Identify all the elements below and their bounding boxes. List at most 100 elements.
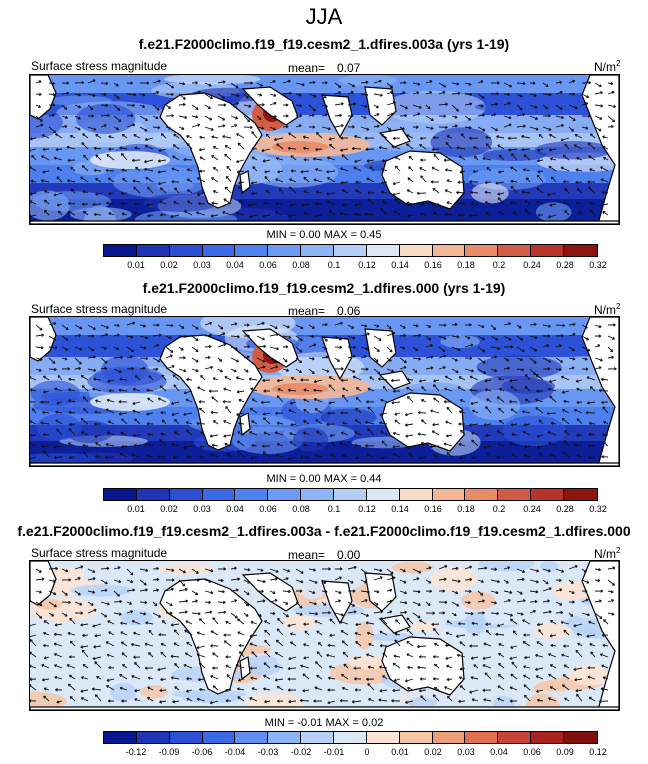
panel-3-map-graphic [30, 561, 619, 710]
colorbar-tick-label: -0.04 [224, 747, 246, 757]
colorbar-swatch [465, 732, 499, 743]
panel-3-mean-label: mean= [288, 548, 326, 562]
panel-1-mean-value: 0.07 [337, 61, 361, 75]
panel-3-units: N/m2 [594, 546, 621, 561]
colorbar-tick-label: 0.16 [424, 260, 442, 270]
colorbar-swatch [235, 489, 269, 500]
colorbar-tick-label: 0.06 [259, 504, 277, 514]
panel-1-colorbar [103, 244, 598, 257]
colorbar-tick-label: 0.03 [193, 260, 211, 270]
panel-3-colorbar [103, 731, 598, 744]
panel-2-map [29, 316, 620, 467]
colorbar-tick-label: 0.01 [127, 504, 145, 514]
panel-1-map-graphic [30, 75, 619, 224]
panel-3-colorbar-ticks: -0.12 -0.09 -0.06 -0.04 -0.03 -0.02 -0.01 0 0.01… [103, 747, 607, 759]
colorbar-tick-label: 0.02 [160, 504, 178, 514]
panel-2-mean-label: mean= [288, 304, 326, 318]
colorbar-swatch [136, 245, 170, 256]
colorbar-tick-label: 0.18 [457, 504, 475, 514]
panel-2-variable-label: Surface stress magnitude [31, 302, 168, 316]
colorbar-swatch [366, 245, 400, 256]
colorbar-swatch [334, 245, 367, 256]
panel-2-map-graphic [30, 317, 619, 466]
colorbar-swatch [235, 245, 269, 256]
panel-2-units: N/m2 [594, 302, 621, 317]
colorbar-swatch [169, 732, 203, 743]
colorbar-swatch [432, 489, 466, 500]
colorbar-swatch [268, 732, 302, 743]
colorbar-swatch [169, 245, 203, 256]
colorbar-tick-label: -0.01 [323, 747, 345, 757]
colorbar-tick-label: -0.12 [125, 747, 147, 757]
colorbar-tick-label: 0 [364, 747, 370, 757]
colorbar-tick-label: 0.28 [556, 260, 574, 270]
colorbar-swatch [564, 245, 597, 256]
panel-1-units: N/m2 [594, 59, 621, 74]
colorbar-tick-label: 0.12 [358, 504, 376, 514]
colorbar-swatch [202, 245, 236, 256]
figure-title: JJA [305, 4, 343, 29]
colorbar-tick-label: 0.08 [292, 504, 310, 514]
colorbar-tick-label: 0.09 [556, 747, 574, 757]
colorbar-swatch [531, 489, 565, 500]
colorbar-swatch [465, 245, 499, 256]
colorbar-tick-label: 0.14 [391, 504, 409, 514]
colorbar-tick-label: 0.2 [492, 504, 506, 514]
colorbar-swatch [334, 489, 367, 500]
colorbar-tick-label: 0.32 [589, 260, 607, 270]
colorbar-swatch [498, 732, 532, 743]
colorbar-swatch [202, 732, 236, 743]
colorbar-tick-label: 0.03 [457, 747, 475, 757]
panel-2-colorbar [103, 488, 598, 501]
colorbar-swatch [334, 732, 367, 743]
colorbar-tick-label: -0.06 [191, 747, 213, 757]
colorbar-swatch [399, 245, 433, 256]
colorbar-swatch [301, 732, 335, 743]
colorbar-swatch [136, 732, 170, 743]
panel-2-minmax: MIN = 0.00 MAX = 0.44 [266, 473, 382, 485]
colorbar-tick-label: 0.12 [358, 260, 376, 270]
colorbar-tick-label: 0.32 [589, 504, 607, 514]
panel-1-colorbar-ticks: 0.01 0.02 0.03 0.04 0.06 0.08 0.1 0.12 0.14 0.16 0… [103, 260, 607, 272]
colorbar-tick-label: 0.12 [589, 747, 607, 757]
colorbar-tick-label: 0.04 [226, 260, 244, 270]
colorbar-swatch [498, 245, 532, 256]
panel-2-colorbar-ticks: 0.01 0.02 0.03 0.04 0.06 0.08 0.1 0.12 0.14 0.16 0… [103, 504, 607, 516]
colorbar-swatch [498, 489, 532, 500]
panel-1-variable-label: Surface stress magnitude [31, 59, 168, 73]
panel-1-map [29, 74, 620, 225]
colorbar-swatch [235, 732, 269, 743]
colorbar-swatch [564, 732, 597, 743]
colorbar-tick-label: 0.02 [160, 260, 178, 270]
colorbar-swatch [104, 245, 137, 256]
colorbar-swatch [564, 489, 597, 500]
colorbar-swatch [169, 489, 203, 500]
colorbar-tick-label: 0.04 [490, 747, 508, 757]
colorbar-swatch [301, 489, 335, 500]
colorbar-swatch [268, 245, 302, 256]
colorbar-swatch [432, 732, 466, 743]
colorbar-swatch [432, 245, 466, 256]
colorbar-tick-label: 0.06 [259, 260, 277, 270]
panel-1-mean-label: mean= [288, 61, 326, 75]
colorbar-tick-label: 0.01 [127, 260, 145, 270]
colorbar-tick-label: 0.2 [492, 260, 506, 270]
panel-3-variable-label: Surface stress magnitude [31, 546, 168, 560]
colorbar-tick-label: 0.08 [292, 260, 310, 270]
colorbar-tick-label: 0.24 [523, 504, 541, 514]
colorbar-tick-label: 0.16 [424, 504, 442, 514]
colorbar-swatch [399, 489, 433, 500]
colorbar-swatch [104, 732, 137, 743]
panel-2-heading: f.e21.F2000climo.f19_f19.cesm2_1.dfires.… [142, 280, 506, 296]
panel-2-mean-value: 0.06 [337, 304, 361, 318]
panel-3-map [29, 560, 620, 711]
colorbar-tick-label: 0.14 [391, 260, 409, 270]
colorbar-tick-label: 0.24 [523, 260, 541, 270]
colorbar-swatch [465, 489, 499, 500]
colorbar-tick-label: 0.1 [327, 504, 341, 514]
colorbar-swatch [366, 489, 400, 500]
colorbar-tick-label: -0.02 [290, 747, 312, 757]
colorbar-swatch [268, 489, 302, 500]
panel-3-mean-value: 0.00 [337, 548, 361, 562]
colorbar-tick-label: -0.03 [257, 747, 279, 757]
